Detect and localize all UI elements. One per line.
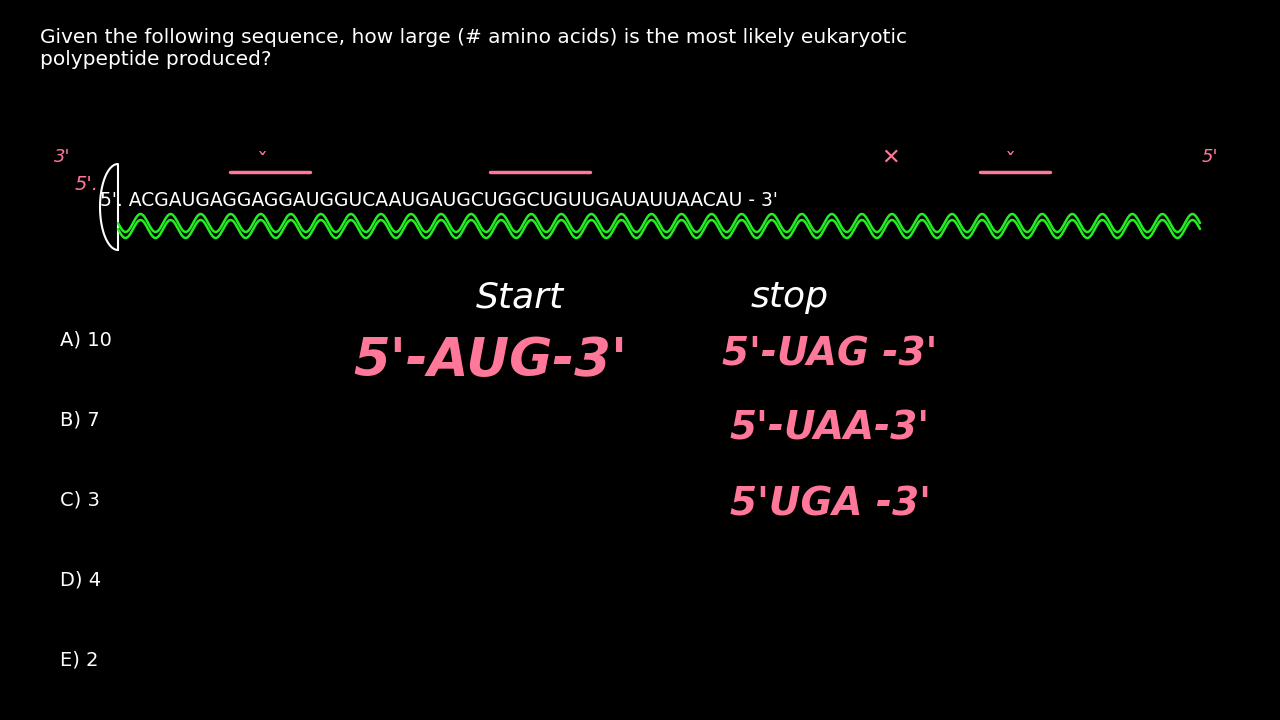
Text: 5'-UAA-3': 5'-UAA-3' [730,410,931,448]
Text: 3': 3' [54,148,70,166]
Text: 5'-UAG -3': 5'-UAG -3' [722,335,938,373]
Text: E) 2: E) 2 [60,650,99,669]
Text: stop: stop [751,280,829,314]
Text: 5'-AUG-3': 5'-AUG-3' [353,335,627,387]
Text: B) 7: B) 7 [60,410,100,429]
Text: 5'. ACGAUGAGGAGGAUGGUCAAUGAUGCUGGCUGUUGAUAUUAACAU - 3': 5'. ACGAUGAGGAGGAUGGUCAAUGAUGCUGGCUGUUGA… [100,191,778,210]
Text: Given the following sequence, how large (# amino acids) is the most likely eukar: Given the following sequence, how large … [40,28,908,69]
Text: D) 4: D) 4 [60,570,101,589]
Text: ˇ: ˇ [256,152,268,172]
Text: 5'.: 5'. [76,176,99,194]
Text: C) 3: C) 3 [60,490,100,509]
Text: A) 10: A) 10 [60,330,111,349]
Text: ✕: ✕ [881,148,900,168]
Text: ˇ: ˇ [1005,152,1015,172]
Text: 5': 5' [1202,148,1219,166]
Text: 5'UGA -3': 5'UGA -3' [730,485,931,523]
Text: Start: Start [476,280,564,314]
